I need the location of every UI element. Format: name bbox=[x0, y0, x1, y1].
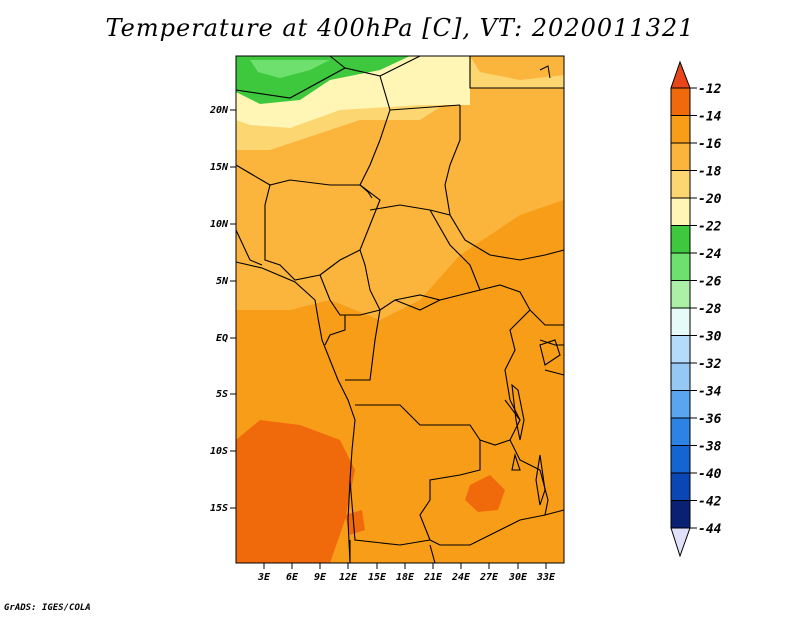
lon-label-27e: 27E bbox=[479, 572, 499, 583]
minus14-patch-small bbox=[345, 510, 365, 535]
colorbar-box bbox=[670, 142, 691, 171]
colorbar-label: -38 bbox=[698, 440, 722, 455]
lon-label-3e: 3E bbox=[257, 572, 271, 583]
colorbar-tip-bottom bbox=[670, 527, 691, 558]
lon-axis: 3E 6E 9E 12E 15E 18E 21E 24E 27E 30E 33E bbox=[257, 563, 556, 583]
colorbar-label: -14 bbox=[698, 110, 722, 125]
colorbar-box bbox=[670, 280, 691, 309]
colorbar-box bbox=[670, 252, 691, 281]
colorbar-box bbox=[670, 390, 691, 419]
colorbar-label: -44 bbox=[698, 522, 722, 537]
colorbar-label: -36 bbox=[698, 412, 722, 427]
minus24-patch bbox=[250, 60, 330, 78]
colorbar-tip-top bbox=[670, 60, 691, 89]
lon-label-9e: 9E bbox=[314, 572, 327, 583]
colorbar-label: -22 bbox=[698, 220, 722, 235]
minus14-southwest bbox=[236, 420, 355, 563]
lon-label-33e: 33E bbox=[536, 572, 556, 583]
lat-label-10n: 10N bbox=[210, 219, 229, 230]
coastline bbox=[235, 261, 356, 564]
colorbar-label: -20 bbox=[698, 192, 722, 207]
lon-label-21e: 21E bbox=[423, 572, 443, 583]
lat-label-10s: 10S bbox=[210, 446, 228, 457]
grads-credit: GrADS: IGES/COLA bbox=[4, 603, 91, 613]
colorbar-label: -40 bbox=[698, 467, 722, 482]
lon-label-6e: 6E bbox=[286, 572, 299, 583]
colorbar-box bbox=[670, 170, 691, 199]
colorbar-box bbox=[670, 417, 691, 446]
lat-label-eq: EQ bbox=[216, 333, 228, 344]
map-panel bbox=[235, 55, 565, 564]
lakes bbox=[359, 184, 561, 506]
lat-label-15s: 15S bbox=[210, 503, 228, 514]
colorbar-label: -16 bbox=[698, 137, 722, 152]
colorbar-label: -34 bbox=[698, 385, 722, 400]
coastline-red-sea bbox=[539, 65, 551, 79]
colorbar-box bbox=[670, 115, 691, 144]
lat-label-20n: 20N bbox=[209, 105, 229, 116]
map-frame bbox=[235, 55, 565, 564]
lat-axis: 20N 15N 10N 5N EQ 5S 10S 15S bbox=[209, 105, 236, 514]
colorbar-box bbox=[670, 335, 691, 364]
colorbar-label: -28 bbox=[698, 302, 722, 317]
minus14-patch-south-central bbox=[465, 475, 505, 512]
lon-label-24e: 24E bbox=[451, 572, 471, 583]
colorbar-label: -18 bbox=[698, 165, 722, 180]
colorbar: -12 -14 -16 -18 -20 -22 -24 -26 -28 -30 -32 -34 -36 -… bbox=[670, 60, 722, 558]
lat-label-15n: 15N bbox=[210, 162, 229, 173]
lat-label-5s: 5S bbox=[216, 389, 228, 400]
lon-label-30e: 30E bbox=[508, 572, 528, 583]
colorbar-boxes bbox=[670, 87, 691, 529]
colorbar-label: -24 bbox=[698, 247, 722, 262]
colorbar-label: -42 bbox=[698, 495, 722, 510]
colorbar-box bbox=[670, 197, 691, 226]
country-borders bbox=[235, 55, 565, 564]
colorbar-label: -30 bbox=[698, 330, 722, 345]
colorbar-label: -32 bbox=[698, 357, 722, 372]
colorbar-label: -12 bbox=[698, 82, 722, 97]
colorbar-box bbox=[670, 445, 691, 474]
colorbar-label: -26 bbox=[698, 275, 722, 290]
colorbar-box bbox=[670, 225, 691, 254]
lon-label-12e: 12E bbox=[339, 572, 358, 583]
colorbar-box bbox=[670, 307, 691, 336]
colorbar-labels: -12 -14 -16 -18 -20 -22 -24 -26 -28 -30 -32 -34 -36 -… bbox=[690, 82, 722, 537]
chart-title: Temperature at 400hPa [C], VT: 202001132… bbox=[105, 14, 695, 42]
colorbar-box bbox=[670, 87, 691, 116]
colorbar-box bbox=[670, 472, 691, 501]
colorbar-box bbox=[670, 362, 691, 391]
northeast-patch bbox=[470, 56, 564, 80]
colorbar-box bbox=[670, 500, 691, 529]
lat-label-5n: 5N bbox=[216, 276, 229, 287]
lon-label-15e: 15E bbox=[368, 572, 387, 583]
lon-label-18e: 18E bbox=[396, 572, 415, 583]
